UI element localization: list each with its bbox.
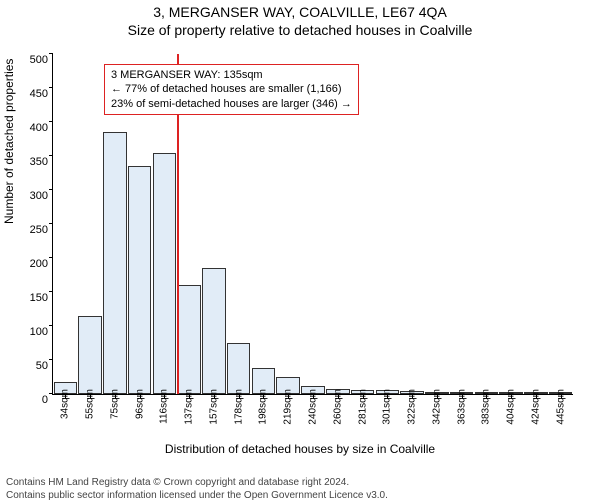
- x-tick-label: 240sqm: [308, 389, 319, 425]
- x-tick-label: 404sqm: [506, 389, 517, 425]
- page-title: 3, MERGANSER WAY, COALVILLE, LE67 4QA: [0, 4, 600, 20]
- y-tick-mark: [49, 121, 53, 122]
- y-tick-label: 200: [13, 258, 48, 270]
- y-tick-label: 0: [13, 394, 48, 406]
- x-tick-label: 301sqm: [382, 389, 393, 425]
- x-tick-label: 219sqm: [283, 389, 294, 425]
- histogram-bar: [103, 132, 127, 394]
- annotation-box: 3 MERGANSER WAY: 135sqm← 77% of detached…: [104, 64, 359, 115]
- y-tick-label: 50: [13, 360, 48, 372]
- y-tick-label: 100: [13, 326, 48, 338]
- x-tick-label: 178sqm: [233, 389, 244, 425]
- x-tick-label: 342sqm: [431, 389, 442, 425]
- histogram-bar: [202, 268, 226, 394]
- y-tick-mark: [49, 155, 53, 156]
- histogram-bar: [227, 343, 251, 394]
- y-tick-label: 400: [13, 122, 48, 134]
- y-tick-label: 500: [13, 54, 48, 66]
- y-tick-label: 350: [13, 156, 48, 168]
- y-tick-mark: [49, 393, 53, 394]
- y-tick-label: 150: [13, 292, 48, 304]
- annotation-line: 3 MERGANSER WAY: 135sqm: [111, 68, 352, 82]
- chart-container: 3, MERGANSER WAY, COALVILLE, LE67 4QA Si…: [0, 4, 600, 504]
- x-tick-label: 424sqm: [530, 389, 541, 425]
- histogram-bar: [177, 285, 201, 394]
- x-tick-label: 445sqm: [555, 389, 566, 425]
- y-tick-label: 450: [13, 88, 48, 100]
- x-tick-label: 363sqm: [456, 389, 467, 425]
- y-tick-mark: [49, 359, 53, 360]
- x-tick-label: 322sqm: [407, 389, 418, 425]
- x-tick-label: 383sqm: [481, 389, 492, 425]
- y-tick-label: 300: [13, 190, 48, 202]
- x-axis-label: Distribution of detached houses by size …: [0, 442, 600, 456]
- x-tick-label: 55sqm: [85, 389, 96, 419]
- footer-line: Contains HM Land Registry data © Crown c…: [6, 476, 388, 489]
- footer-line: Contains public sector information licen…: [6, 489, 388, 502]
- attribution-footer: Contains HM Land Registry data © Crown c…: [6, 476, 388, 502]
- histogram-bar: [128, 166, 152, 394]
- y-tick-mark: [49, 223, 53, 224]
- x-tick-label: 281sqm: [357, 389, 368, 425]
- x-tick-label: 75sqm: [109, 389, 120, 419]
- histogram-bar: [153, 153, 177, 394]
- plot-area: 05010015020025030035040045050034sqm55sqm…: [52, 54, 572, 394]
- y-tick-label: 250: [13, 224, 48, 236]
- annotation-line: ← 77% of detached houses are smaller (1,…: [111, 82, 352, 96]
- y-tick-mark: [49, 189, 53, 190]
- annotation-line: 23% of semi-detached houses are larger (…: [111, 97, 352, 111]
- page-subtitle: Size of property relative to detached ho…: [0, 22, 600, 38]
- x-tick-label: 96sqm: [134, 389, 145, 419]
- y-tick-mark: [49, 87, 53, 88]
- x-tick-label: 116sqm: [159, 389, 170, 424]
- x-tick-label: 137sqm: [184, 389, 195, 425]
- y-tick-mark: [49, 53, 53, 54]
- x-tick-label: 198sqm: [258, 389, 269, 425]
- histogram-bar: [78, 316, 102, 394]
- y-tick-mark: [49, 325, 53, 326]
- x-tick-label: 260sqm: [332, 389, 343, 425]
- x-tick-label: 34sqm: [60, 389, 71, 419]
- y-tick-mark: [49, 257, 53, 258]
- x-tick-label: 157sqm: [208, 389, 219, 425]
- y-tick-mark: [49, 291, 53, 292]
